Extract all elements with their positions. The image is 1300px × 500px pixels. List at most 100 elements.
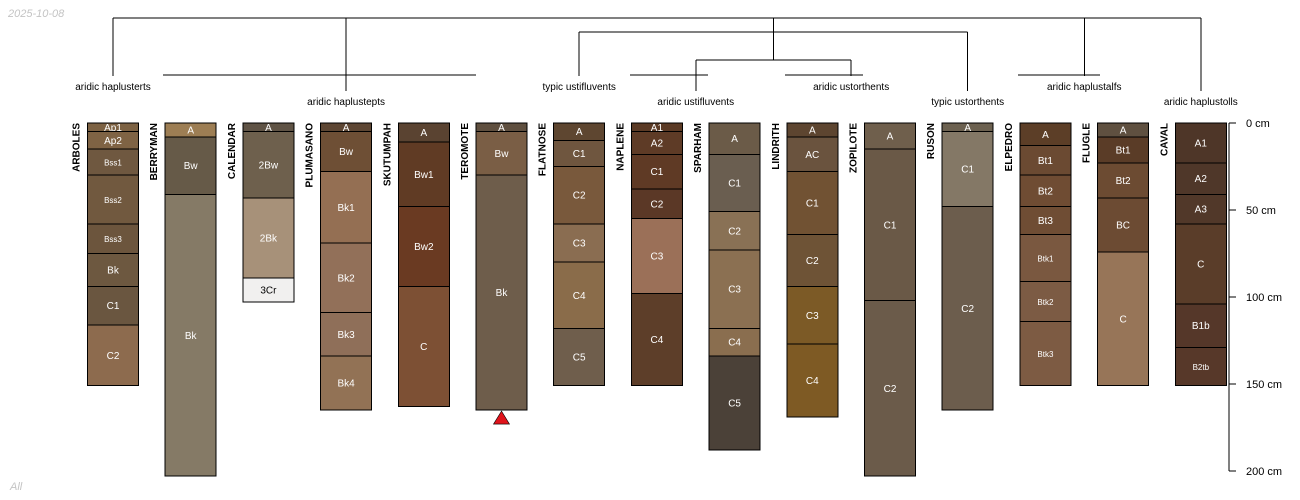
horizon-label: C1	[573, 149, 586, 160]
horizon-c	[397, 286, 450, 408]
horizon-a3	[1174, 193, 1227, 225]
horizon-c1	[864, 148, 916, 301]
horizon-label: C4	[573, 291, 586, 302]
horizon-b2tb	[1174, 346, 1227, 387]
horizon-label: C3	[651, 252, 664, 263]
horizon-label: C	[420, 342, 427, 353]
horizon-label: C3	[573, 239, 586, 250]
profile-name: CALENDAR	[227, 122, 238, 179]
horizon-label: A3	[1195, 205, 1208, 216]
horizon-label: Bk	[185, 331, 198, 342]
profile-name: ZOPILOTE	[849, 123, 860, 173]
horizon-label: Bk1	[337, 203, 355, 214]
horizon-label: C5	[573, 353, 586, 364]
horizon-label: Ap1	[104, 123, 122, 134]
horizon-bt3	[1019, 206, 1072, 235]
horizon-label: Bw	[184, 161, 199, 172]
profile-name: FLUGLE	[1082, 123, 1093, 163]
horizon-label: Bw	[495, 149, 510, 160]
horizon-c5	[708, 355, 761, 451]
horizon-bk	[87, 253, 139, 288]
horizon-c2	[864, 299, 916, 477]
horizon-c2	[941, 206, 994, 411]
horizon-bw	[475, 131, 528, 176]
subset-label: All	[10, 481, 23, 493]
horizon-label: C1	[651, 167, 664, 178]
horizon-label: C1	[884, 220, 897, 231]
group-label: aridic haplusterts	[75, 82, 151, 93]
horizon-label: Bss1	[104, 159, 122, 168]
horizon-label: Btk1	[1037, 254, 1054, 263]
horizon-label: A	[498, 123, 505, 134]
horizon-label: Bt3	[1038, 216, 1053, 227]
horizon-label: Bk3	[337, 330, 355, 341]
horizon-c4	[708, 327, 761, 357]
horizon-bk3	[320, 312, 373, 357]
horizon-label: Bt1	[1116, 145, 1131, 156]
horizon-label: A	[1042, 130, 1049, 141]
horizon-label: A1	[651, 123, 664, 134]
profile-name: ELPEDRO	[1004, 123, 1015, 172]
horizon-label: C	[1119, 314, 1126, 325]
horizon-label: C3	[728, 285, 741, 296]
horizon-label: Bw1	[414, 170, 434, 181]
horizon-label: Bss3	[104, 235, 122, 244]
horizon-label: C1	[728, 179, 741, 190]
group-label: aridic ustorthents	[813, 82, 889, 93]
horizon-label: C2	[651, 199, 664, 210]
horizon-a	[708, 122, 761, 155]
group-label: aridic haplustepts	[307, 97, 385, 108]
horizon-label: Bt2	[1116, 176, 1131, 187]
horizon-label: A	[731, 134, 738, 145]
profile-name: RUSON	[926, 123, 937, 159]
bottom-marker-icon	[492, 410, 511, 425]
profile-name: TEROMOTE	[460, 123, 471, 180]
profile-name: SKUTUMPAH	[382, 123, 393, 186]
horizon-btk3	[1019, 320, 1072, 387]
profile-name: CAVAL	[1159, 123, 1170, 156]
group-label: typic ustifluvents	[543, 82, 616, 93]
horizon-label: 2Bw	[259, 160, 279, 171]
horizon-bk4	[320, 355, 373, 411]
horizon-label: A	[809, 125, 816, 136]
horizon-label: A	[187, 125, 194, 136]
horizon-c5	[553, 327, 606, 387]
horizon-label: C4	[728, 338, 741, 349]
horizon-btk1	[1019, 233, 1072, 282]
horizon-label: Bk	[496, 288, 509, 299]
horizon-label: 2Bk	[260, 233, 278, 244]
horizon-bw1	[397, 141, 450, 208]
group-label: aridic haplustolls	[1164, 97, 1238, 108]
horizon-label: A2	[1195, 174, 1208, 185]
horizon-label: A	[964, 123, 971, 134]
horizon-2bw	[242, 131, 295, 199]
horizon-btk2	[1019, 280, 1072, 322]
profile-name: NAPLENE	[615, 123, 626, 171]
horizon-c1	[708, 153, 761, 213]
profile-name: BERRYMAN	[149, 123, 160, 180]
horizon-c2	[553, 166, 606, 225]
horizon-label: B1b	[1192, 321, 1210, 332]
horizon-bw	[320, 131, 373, 173]
horizon-label: A1	[1195, 139, 1208, 150]
horizon-label: C1	[961, 165, 974, 176]
horizon-c4	[630, 293, 683, 387]
horizon-label: Bt1	[1038, 156, 1053, 167]
profile-name: LINDRITH	[771, 123, 782, 170]
horizon-c1	[630, 153, 683, 190]
horizon-label: C2	[961, 304, 974, 315]
horizon-c	[1174, 223, 1227, 305]
horizon-bt1	[1019, 145, 1072, 176]
depth-tick-label: 200 cm	[1246, 466, 1282, 478]
horizon-label: Bss2	[104, 196, 122, 205]
horizon-label: C2	[728, 226, 741, 237]
horizon-label: A	[420, 128, 427, 139]
group-label: aridic ustifluvents	[657, 97, 734, 108]
horizon-c3	[708, 249, 761, 329]
horizon-label: A	[1120, 125, 1127, 136]
horizon-c3	[630, 218, 683, 295]
horizon-label: A	[343, 123, 350, 134]
horizon-label: C1	[806, 199, 819, 210]
horizon-c1	[553, 139, 606, 167]
horizon-label: B2tb	[1193, 363, 1210, 372]
